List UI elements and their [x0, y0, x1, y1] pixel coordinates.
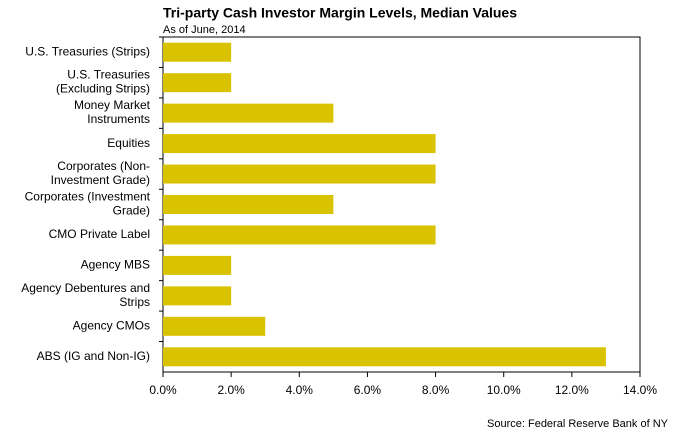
bar: [163, 73, 232, 93]
y-tick-label: U.S. Treasuries (Strips): [25, 44, 150, 58]
x-tick-label: 2.0%: [217, 383, 245, 397]
source-note: Source: Federal Reserve Bank of NY: [487, 418, 669, 430]
bar: [163, 42, 232, 62]
bar: [163, 286, 232, 306]
bar: [163, 195, 334, 214]
x-tick-label: 14.0%: [623, 383, 657, 397]
bar: [163, 103, 334, 123]
x-tick-label: 8.0%: [422, 383, 450, 397]
y-tick-label: Agency CMOs: [73, 318, 150, 332]
y-tick-label: Agency MBS: [81, 258, 150, 272]
y-tick-label: Equities: [107, 136, 150, 150]
bar: [163, 347, 606, 367]
y-tick-label: Corporates (Investment Grade): [25, 190, 151, 218]
bar: [163, 316, 266, 336]
y-tick-label: Agency Debentures and Strips: [21, 281, 150, 309]
chart-title: Tri-party Cash Investor Margin Levels, M…: [163, 5, 517, 21]
x-tick-label: 10.0%: [487, 383, 521, 397]
bar: [163, 225, 436, 245]
y-tick-label: ABS (IG and Non-IG): [37, 349, 150, 363]
x-tick-label: 0.0%: [149, 383, 177, 397]
y-tick-label: U.S. Treasuries (Excluding Strips): [56, 68, 150, 96]
x-tick-label: 4.0%: [286, 383, 314, 397]
y-tick-label: Corporates (Non-Investment Grade): [51, 159, 150, 187]
bar: [163, 164, 436, 184]
y-tick-label: CMO Private Label: [49, 227, 150, 241]
x-tick-label: 6.0%: [354, 383, 382, 397]
y-tick-label: Money Market Instruments: [74, 98, 151, 126]
bar: [163, 134, 436, 154]
x-tick-label: 12.0%: [555, 383, 589, 397]
chart-subtitle: As of June, 2014: [163, 24, 246, 36]
bar: [163, 255, 232, 275]
